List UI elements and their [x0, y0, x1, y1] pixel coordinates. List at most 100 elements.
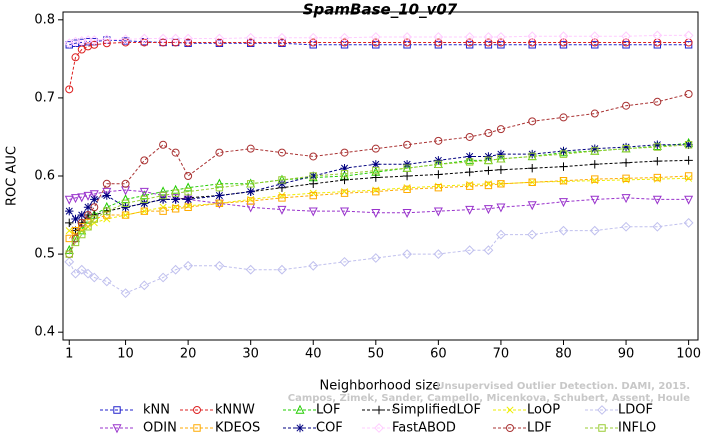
point [465, 182, 474, 190]
point [559, 176, 568, 185]
point [215, 199, 224, 208]
point [184, 172, 193, 180]
point [71, 234, 80, 243]
point [684, 140, 693, 149]
point [159, 191, 167, 200]
point [465, 167, 474, 177]
point [309, 191, 317, 200]
point [246, 38, 255, 47]
legend-label: LDOF [618, 403, 653, 418]
point [184, 38, 193, 47]
plot-frame [62, 11, 699, 341]
annotation: Campos, Zimek, Sander, Campello, Micenko… [288, 393, 690, 404]
point [464, 32, 475, 42]
series-line [68, 142, 689, 251]
point [70, 268, 81, 279]
series-line [68, 177, 689, 236]
point [465, 38, 474, 47]
point [139, 280, 150, 291]
point [652, 30, 663, 41]
x-tick-label: 10 [117, 347, 134, 362]
point [101, 276, 112, 287]
legend-marker [113, 406, 121, 414]
point [496, 165, 506, 174]
legend-marker [597, 405, 607, 415]
point [339, 32, 350, 43]
point [371, 173, 381, 182]
point [183, 195, 193, 204]
point [403, 164, 411, 172]
x-tick-label: 1 [65, 347, 73, 362]
point [89, 190, 99, 200]
point [71, 194, 81, 204]
point [140, 207, 148, 215]
point [89, 35, 100, 46]
point [684, 195, 694, 205]
point [246, 144, 255, 153]
point [76, 264, 87, 275]
point [102, 187, 112, 197]
point [683, 30, 694, 41]
point [159, 38, 168, 47]
point [65, 41, 73, 49]
point [214, 260, 225, 271]
point [496, 125, 505, 134]
point [483, 205, 493, 215]
point [403, 185, 411, 193]
point [484, 41, 493, 49]
point [434, 41, 443, 49]
point [484, 38, 493, 47]
legend-marker [374, 405, 384, 415]
point [140, 195, 149, 204]
legend-label: LDF [527, 421, 552, 434]
point [183, 260, 194, 271]
point [497, 155, 505, 163]
point [246, 187, 255, 196]
point [309, 38, 318, 47]
point [64, 256, 75, 267]
point [590, 195, 600, 205]
point [684, 141, 693, 149]
legend-label: LoOP [527, 403, 560, 418]
point [621, 142, 631, 152]
point [246, 197, 255, 205]
point [483, 32, 494, 42]
point [558, 198, 569, 208]
series-line [68, 41, 689, 90]
point [158, 272, 169, 283]
point [120, 34, 131, 45]
point [159, 203, 167, 211]
point [89, 272, 100, 283]
point [64, 195, 74, 205]
point [433, 32, 444, 42]
point [403, 38, 412, 47]
point [558, 31, 569, 42]
point [103, 211, 111, 219]
point [83, 191, 93, 201]
legend-label: COF [316, 421, 343, 434]
legend-marker [295, 404, 305, 414]
point [684, 172, 693, 180]
point [402, 160, 412, 169]
point [497, 180, 505, 188]
point [339, 256, 350, 267]
point [589, 31, 600, 42]
series-line [69, 34, 689, 44]
point [140, 207, 149, 215]
point [496, 229, 506, 240]
point [65, 85, 74, 94]
annotation: Unsupervised Outlier Detection. DAMI, 20… [436, 381, 690, 392]
point [496, 32, 506, 42]
point [277, 179, 287, 189]
point [653, 173, 662, 182]
point [434, 170, 443, 179]
series-line [68, 144, 689, 220]
point [71, 238, 80, 247]
point [371, 144, 380, 153]
y-tick-label: 0.8 [34, 12, 55, 27]
point [484, 180, 492, 188]
x-tick-label: 20 [180, 347, 197, 362]
point [433, 207, 443, 217]
point [371, 38, 380, 47]
point [171, 148, 180, 157]
